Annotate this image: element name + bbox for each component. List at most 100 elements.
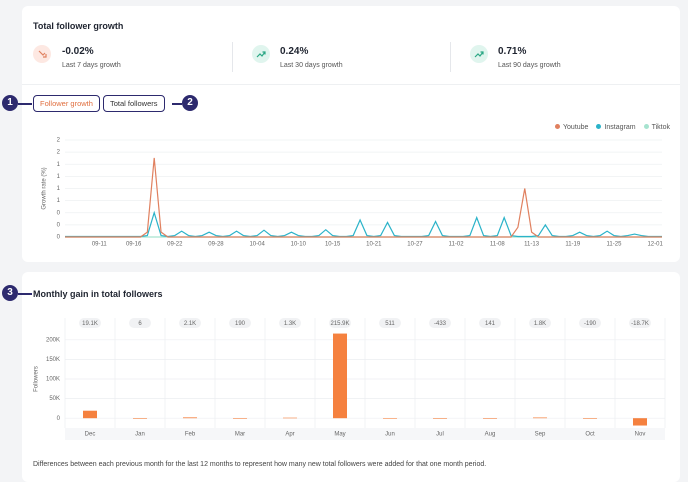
chart-title: Monthly gain in total followers	[33, 289, 163, 299]
monthly-chart: 0 50K 100K 150K 200K Followers 19.1K Dec 6 Jan 2.1…	[34, 318, 666, 440]
divider	[232, 42, 233, 72]
bar	[383, 417, 397, 419]
value-label: 141	[485, 321, 496, 327]
x-tick-label: Mar	[235, 432, 245, 438]
bar	[183, 417, 197, 419]
growth-chart: 0 0 0 1 1 1 1 2 2 Growth rate (%) 09-11 09-16 09-22 0…	[42, 138, 664, 248]
bar	[483, 418, 497, 419]
value-pill	[529, 318, 551, 328]
tab[interactable]: Follower growth	[33, 95, 100, 112]
card-title: Total follower growth	[33, 21, 124, 31]
x-tick-label: 10-27	[407, 242, 423, 248]
y-tick-label: 1	[57, 162, 61, 168]
value-pill	[279, 318, 301, 328]
x-tick-label: Jul	[436, 432, 444, 438]
value-label: 511	[385, 321, 395, 327]
y-tick-label: 0	[57, 416, 61, 422]
value-pill	[129, 318, 151, 328]
y-tick-label: 0	[57, 210, 61, 216]
x-tick-label: Apr	[285, 432, 294, 438]
x-tick-label: 09-22	[167, 242, 183, 248]
value-label: 19.1K	[82, 321, 98, 327]
value-label: 6	[138, 321, 142, 327]
y-tick-label: 1	[57, 198, 61, 204]
x-tick-label: 11-19	[565, 242, 581, 248]
value-label: 2.1K	[184, 321, 196, 327]
bar	[433, 418, 447, 419]
value-label: -433	[434, 321, 447, 327]
y-tick-label: 50K	[49, 396, 60, 402]
bar	[533, 417, 547, 419]
value-pill	[179, 318, 201, 328]
footnote: Differences between each previous month …	[33, 461, 487, 468]
x-tick-label: 11-25	[607, 242, 623, 248]
value-label: 1.3K	[284, 321, 296, 327]
stat-label: Last 7 days growth	[62, 62, 121, 69]
x-tick-label: 10-10	[291, 242, 307, 248]
y-tick-label: 0	[57, 235, 61, 241]
bar	[583, 418, 597, 419]
x-tick-label: Aug	[485, 432, 496, 438]
legend-label[interactable]: Youtube	[563, 124, 589, 131]
x-tick-label: 11-13	[524, 242, 540, 248]
y-tick-label: 1	[57, 186, 61, 192]
legend-label[interactable]: Tiktok	[651, 124, 670, 131]
value-pill	[629, 318, 651, 328]
value-label: 190	[235, 321, 246, 327]
x-axis-band	[65, 428, 665, 440]
value-label: 1.8K	[534, 321, 546, 327]
series-line	[65, 157, 662, 238]
stat-value: 0.24%	[280, 46, 309, 57]
bar	[633, 418, 647, 426]
growth-card	[22, 6, 680, 262]
value-pill	[329, 318, 351, 328]
arrow-icon	[256, 51, 266, 58]
y-tick-label: 150K	[46, 357, 60, 363]
y-tick-label: 2	[57, 138, 61, 144]
y-tick-label: 1	[57, 174, 61, 180]
x-tick-label: May	[334, 432, 345, 438]
arrow-icon	[474, 51, 484, 58]
annotation-badge: 2	[182, 95, 198, 111]
bar	[83, 410, 97, 419]
value-label: -190	[584, 321, 597, 327]
x-tick-label: 10-04	[249, 242, 265, 248]
arrow-icon	[38, 50, 47, 58]
stat-value: -0.02%	[62, 46, 94, 57]
value-label: -18.7K	[631, 321, 649, 327]
y-axis-label: Followers	[34, 366, 40, 392]
bar	[333, 333, 347, 419]
x-tick-label: 11-02	[449, 242, 465, 248]
bar	[233, 418, 247, 419]
stat-icon	[33, 45, 51, 63]
legend: Youtube Instagram Tiktok	[547, 124, 670, 131]
tab[interactable]: Total followers	[103, 95, 165, 112]
value-pill	[79, 318, 101, 328]
x-tick-label: Dec	[85, 432, 96, 438]
legend-swatch	[555, 124, 561, 129]
value-label: 215.9K	[330, 321, 349, 327]
x-tick-label: Sep	[535, 432, 546, 438]
x-tick-label: Jan	[135, 432, 145, 438]
x-tick-label: 10-21	[366, 242, 382, 248]
x-tick-label: 10-15	[325, 242, 341, 248]
annotation-badge: 1	[2, 95, 18, 111]
separator	[22, 84, 680, 85]
annotation-badge: 3	[2, 285, 18, 301]
legend-swatch	[596, 124, 602, 129]
y-tick-label: 0	[57, 222, 61, 228]
y-tick-label: 100K	[46, 377, 60, 383]
value-pill	[579, 318, 601, 328]
bar	[133, 418, 147, 419]
legend-label[interactable]: Instagram	[604, 124, 636, 131]
bar	[283, 417, 297, 419]
x-tick-label: 09-16	[126, 242, 142, 248]
annotation-line	[172, 103, 182, 105]
legend-swatch	[643, 124, 649, 129]
stat-icon	[252, 45, 270, 63]
x-tick-label: Oct	[585, 432, 595, 438]
monthly-card	[22, 272, 680, 482]
x-tick-label: 09-28	[208, 242, 224, 248]
x-tick-label: Nov	[635, 432, 646, 438]
